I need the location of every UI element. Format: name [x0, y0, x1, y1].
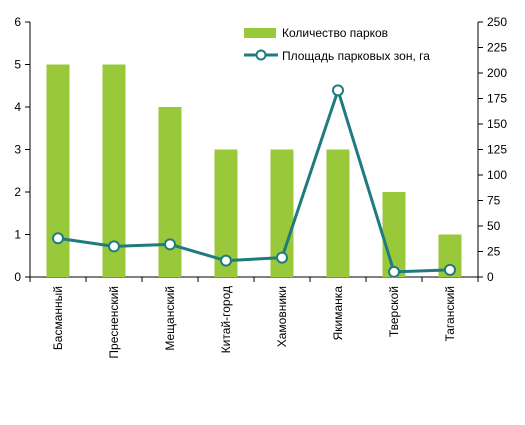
left-tick-label: 6 — [14, 15, 21, 29]
x-tick-label: Пресненский — [107, 286, 121, 359]
legend-bar-swatch — [244, 28, 276, 38]
line-point — [52, 232, 64, 245]
line-series — [52, 84, 456, 278]
right-tick-label: 125 — [487, 143, 507, 157]
x-tick-label: Мещанский — [163, 286, 177, 351]
bar — [438, 234, 462, 277]
x-tick-label: Китай-город — [219, 286, 233, 353]
right-tick-label: 150 — [487, 117, 507, 131]
right-tick-label: 225 — [487, 41, 507, 55]
left-tick-label: 3 — [14, 143, 21, 157]
x-tick-label: Тверской — [387, 286, 401, 337]
left-axis: 0 1 2 3 4 5 6 — [14, 15, 31, 284]
line-point — [164, 238, 176, 251]
right-tick-label: 25 — [487, 245, 501, 259]
right-tick-label: 50 — [487, 219, 501, 233]
right-tick-label: 175 — [487, 92, 507, 106]
line-point — [108, 240, 120, 253]
line-point — [388, 265, 400, 278]
legend-line-label: Площадь парковых зон, га — [282, 49, 430, 63]
series-line — [57, 88, 451, 274]
bar — [214, 149, 238, 277]
left-tick-label: 4 — [14, 100, 21, 114]
x-axis: Басманный Пресненский Мещанский Китай-город… — [29, 276, 479, 359]
right-tick-label: 200 — [487, 66, 507, 80]
left-tick-label: 0 — [14, 270, 21, 284]
bar — [46, 64, 70, 277]
x-tick-label: Басманный — [51, 286, 65, 350]
x-tick-label: Хамовники — [275, 286, 289, 347]
bar — [326, 149, 350, 277]
bar — [102, 64, 126, 277]
line-point — [276, 251, 288, 264]
x-tick-label: Таганский — [443, 286, 457, 342]
right-tick-label: 0 — [487, 270, 494, 284]
right-tick-label: 100 — [487, 168, 507, 182]
legend-line-marker — [255, 49, 267, 61]
bar-series — [46, 64, 462, 277]
bar — [382, 192, 406, 277]
bar — [158, 107, 182, 277]
right-tick-label: 75 — [487, 194, 501, 208]
line-point — [444, 263, 456, 276]
left-tick-label: 2 — [14, 185, 21, 199]
line-point — [332, 84, 344, 97]
x-tick-label: Якиманка — [331, 286, 345, 341]
right-axis: 0 25 50 75 100 125 150 175 200 225 250 — [477, 15, 507, 284]
line-point — [220, 254, 232, 267]
right-tick-label: 250 — [487, 15, 507, 29]
legend: Количество парков Площадь парковых зон, … — [244, 26, 430, 63]
left-tick-label: 1 — [14, 228, 21, 242]
left-tick-label: 5 — [14, 58, 21, 72]
legend-bar-label: Количество парков — [282, 26, 388, 40]
